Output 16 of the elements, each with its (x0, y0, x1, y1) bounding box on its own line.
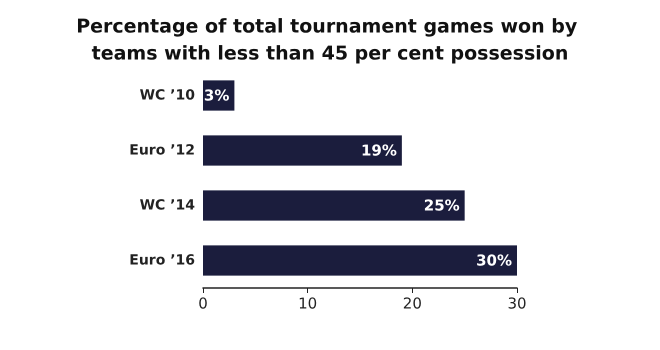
y-tick-label: Euro ’12 (129, 142, 195, 158)
y-tick-label: Euro ’16 (129, 252, 195, 268)
bar (203, 190, 465, 221)
x-tick-label: 0 (198, 294, 208, 312)
data-label: 3% (204, 86, 230, 104)
y-tick-label: WC ’14 (140, 198, 196, 214)
data-label: 19% (360, 142, 397, 160)
x-tick-label: 20 (402, 294, 422, 312)
chart-title: Percentage of total tournament games won by teams with less than 45 per cent possession (76, 16, 584, 64)
data-label: 30% (476, 252, 512, 270)
x-tick-label: 10 (298, 294, 318, 312)
bar (203, 135, 402, 166)
data-label: 25% (424, 196, 460, 214)
x-tick-label: 30 (507, 294, 527, 312)
y-tick-label: WC ’10 (140, 88, 196, 104)
bar (203, 245, 517, 276)
